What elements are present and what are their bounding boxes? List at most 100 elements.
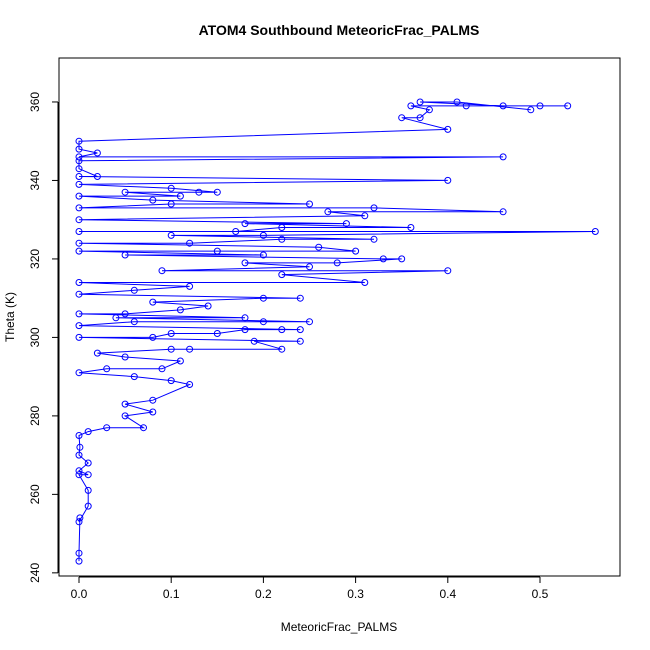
data-point [204, 302, 212, 310]
data-point [259, 251, 267, 259]
data-point [462, 102, 470, 110]
data-point [186, 345, 194, 353]
data-point [75, 369, 83, 377]
data-point [278, 235, 286, 243]
data-point [306, 200, 313, 208]
data-point [499, 208, 507, 216]
data-point [76, 443, 84, 451]
data-point [130, 318, 138, 326]
x-axis: 0.0 0.1 0.2 0.3 0.4 0.5 [71, 576, 549, 601]
data-point [564, 102, 572, 110]
data-point [425, 106, 433, 114]
data-point [93, 349, 101, 357]
chart-title: ATOM4 Southbound MeteoricFrac_PALMS [199, 22, 480, 38]
data-point [213, 188, 221, 196]
data-point [213, 247, 221, 255]
data-point [195, 188, 203, 196]
data-point [259, 318, 267, 326]
data-point [186, 381, 194, 388]
data-point [121, 353, 129, 361]
y-tick-label: 360 [28, 92, 42, 112]
data-point [75, 549, 83, 557]
data-point [176, 357, 184, 365]
data-point [444, 176, 452, 184]
data-point [75, 451, 83, 459]
data-point [352, 247, 360, 255]
data-point [241, 259, 249, 267]
data-point [499, 102, 507, 110]
y-axis: 240 260 280 300 320 340 360 [28, 92, 59, 583]
data-point [75, 471, 83, 479]
data-point [121, 400, 129, 408]
data-point [75, 557, 83, 565]
data-point [361, 212, 369, 220]
data-point [232, 228, 240, 235]
x-tick-label: 0.4 [439, 587, 456, 601]
data-point [342, 220, 350, 228]
y-tick-label: 300 [28, 327, 42, 347]
data-point [278, 345, 286, 353]
data-point [167, 200, 175, 208]
data-point [75, 157, 83, 165]
y-axis-label: Theta (K) [3, 292, 17, 342]
data-point [315, 243, 323, 251]
data-point [121, 188, 129, 196]
data-point [75, 165, 83, 173]
data-point [149, 333, 157, 341]
data-point [130, 286, 138, 294]
data-point [176, 306, 184, 314]
data-point [75, 145, 83, 153]
data-point [278, 224, 286, 231]
data-point [149, 196, 157, 204]
data-point [149, 396, 157, 404]
data-point [84, 471, 92, 479]
data-point [75, 310, 83, 318]
data-point [75, 467, 83, 475]
series-line [78, 101, 596, 562]
data-point [416, 98, 424, 106]
data-point [379, 255, 387, 263]
x-tick-label: 0.5 [532, 587, 549, 601]
data-point [167, 330, 175, 337]
data-point [278, 326, 286, 334]
x-tick-label: 0.2 [255, 587, 272, 601]
data-point [407, 102, 415, 110]
data-point [213, 330, 221, 337]
data-point [75, 173, 83, 180]
x-tick-label: 0.0 [71, 587, 88, 601]
data-point [306, 263, 313, 271]
data-point [499, 153, 507, 161]
data-point [241, 314, 249, 322]
data-point [158, 267, 166, 275]
data-point [278, 271, 286, 279]
y-tick-label: 240 [28, 563, 42, 583]
data-point [324, 208, 332, 216]
data-point [527, 106, 535, 114]
data-point [75, 322, 83, 330]
data-point [75, 432, 83, 439]
data-point [93, 149, 101, 157]
data-point [407, 224, 415, 231]
data-point [121, 310, 129, 318]
data-point [121, 251, 129, 259]
data-point [76, 514, 84, 522]
y-tick-label: 280 [28, 406, 42, 426]
data-point [75, 228, 83, 235]
data-point [591, 228, 599, 235]
data-point [75, 180, 83, 188]
data-point [75, 216, 83, 224]
data-point [370, 204, 378, 212]
data-point [75, 279, 83, 286]
x-tick-label: 0.1 [163, 587, 180, 601]
data-point [149, 298, 157, 306]
data-point [296, 294, 304, 302]
data-point [444, 125, 452, 133]
data-point [121, 412, 129, 420]
data-point [75, 204, 83, 212]
data-point [130, 373, 138, 381]
data-point [333, 259, 341, 267]
data-point [75, 239, 83, 247]
data-point [416, 114, 424, 122]
data-point [296, 337, 304, 345]
data-point [103, 365, 111, 373]
